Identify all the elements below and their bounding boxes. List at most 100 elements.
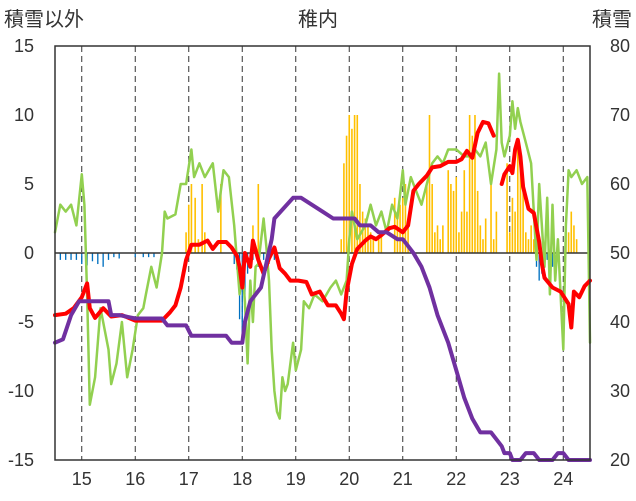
x-tick-label-6: 21 xyxy=(393,469,413,489)
left-tick-label-6: -15 xyxy=(8,450,34,470)
chart-title: 稚内 xyxy=(298,8,338,31)
bar-down-3 xyxy=(75,253,78,260)
x-tick-label-4: 19 xyxy=(286,469,306,489)
left-tick-label-1: 10 xyxy=(14,105,34,125)
plot-frame xyxy=(54,45,591,461)
bar-up-69 xyxy=(570,211,573,253)
bar-up-35 xyxy=(436,225,439,253)
bar-up-21 xyxy=(369,232,372,253)
right-tick-label-6: 20 xyxy=(610,450,630,470)
bar-up-17 xyxy=(359,184,361,253)
vertical-gridlines xyxy=(81,46,564,460)
bar-up-36 xyxy=(439,239,442,253)
bar-up-62 xyxy=(522,184,524,253)
bar-up-57 xyxy=(508,232,511,253)
right-tick-label-2: 60 xyxy=(610,174,630,194)
bar-down-7 xyxy=(97,253,99,265)
bar-up-11 xyxy=(343,163,345,253)
bar-up-44 xyxy=(463,170,466,253)
bar-up-23 xyxy=(377,239,380,253)
bar-up-47 xyxy=(471,135,474,253)
bar-up-48 xyxy=(474,115,476,253)
bar-up-68 xyxy=(567,232,570,253)
right-tick-label-1: 70 xyxy=(610,105,630,125)
bar-down-8 xyxy=(102,253,104,267)
bar-up-54 xyxy=(492,239,495,253)
bar-down-31 xyxy=(538,253,540,281)
bar-down-14 xyxy=(147,253,150,258)
bar-up-1 xyxy=(187,204,190,253)
bar-up-2 xyxy=(190,184,193,253)
bar-up-34 xyxy=(434,232,436,253)
bar-up-53 xyxy=(490,184,492,253)
bar-up-49 xyxy=(476,190,479,253)
bar-up-15 xyxy=(353,115,356,253)
bar-up-10 xyxy=(340,239,343,253)
bar-down-1 xyxy=(65,253,67,260)
x-tick-label-5: 20 xyxy=(339,469,359,489)
bar-up-40 xyxy=(452,190,455,253)
bar-up-3 xyxy=(194,197,196,253)
bar-down-34 xyxy=(546,253,548,260)
bar-up-71 xyxy=(575,239,578,253)
x-tick-label-2: 17 xyxy=(179,469,199,489)
bar-down-12 xyxy=(134,253,136,258)
bar-up-42 xyxy=(458,232,460,253)
left-tick-label-3: 0 xyxy=(24,243,34,263)
bar-down-20 xyxy=(241,253,243,334)
bar-up-50 xyxy=(479,225,482,253)
bar-up-65 xyxy=(530,225,532,253)
bar-up-46 xyxy=(468,115,471,253)
bar-down-28 xyxy=(273,253,276,260)
left-tick-label-5: -10 xyxy=(8,381,34,401)
bar-up-66 xyxy=(533,239,535,253)
bar-up-9 xyxy=(257,184,260,253)
right-tick-label-4: 40 xyxy=(610,312,630,332)
bar-up-61 xyxy=(519,149,522,253)
bar-up-30 xyxy=(407,225,409,253)
bar-down-35 xyxy=(551,253,554,267)
left-axis-label: 積雪以外 xyxy=(4,8,84,31)
x-tick-label-7: 22 xyxy=(446,469,466,489)
bar-down-2 xyxy=(70,253,72,260)
bar-up-63 xyxy=(524,232,527,253)
x-tick-label-9: 24 xyxy=(553,469,573,489)
x-tick-label-8: 23 xyxy=(500,469,520,489)
left-axis-ticks: 15 10 5 0 -5 -10 -15 xyxy=(8,36,34,470)
bar-up-58 xyxy=(511,197,514,253)
bar-up-52 xyxy=(484,218,487,253)
bar-up-26 xyxy=(396,211,399,253)
bar-up-12 xyxy=(345,135,348,253)
bar-up-33 xyxy=(431,184,433,253)
series-line-1 xyxy=(53,119,592,330)
x-tick-label-0: 15 xyxy=(72,469,92,489)
bar-up-31 xyxy=(426,184,428,253)
bar-up-45 xyxy=(466,211,468,253)
bar-down-15 xyxy=(153,253,155,258)
bar-down-9 xyxy=(107,253,110,260)
bar-up-32 xyxy=(428,115,431,253)
bar-up-43 xyxy=(460,211,463,253)
bar-up-55 xyxy=(495,211,498,253)
bar-up-22 xyxy=(372,239,375,253)
line-series xyxy=(53,72,592,462)
bar-up-7 xyxy=(220,184,222,253)
x-axis-ticks: 15 16 17 18 19 20 21 22 23 24 xyxy=(72,469,574,489)
bar-up-59 xyxy=(514,211,516,253)
bar-up-41 xyxy=(455,177,458,253)
bar-up-19 xyxy=(364,218,367,253)
bar-up-24 xyxy=(380,232,383,253)
bar-up-39 xyxy=(450,184,452,253)
bar-down-10 xyxy=(113,253,115,258)
x-tick-label-1: 16 xyxy=(125,469,145,489)
bar-up-37 xyxy=(442,225,444,253)
bar-up-28 xyxy=(401,197,404,253)
bar-down-26 xyxy=(262,253,265,260)
series-line-0 xyxy=(53,195,592,462)
bar-down-0 xyxy=(59,253,62,260)
bar-down-6 xyxy=(91,253,94,262)
bar-up-0 xyxy=(185,232,187,253)
series-line-2 xyxy=(53,72,592,420)
